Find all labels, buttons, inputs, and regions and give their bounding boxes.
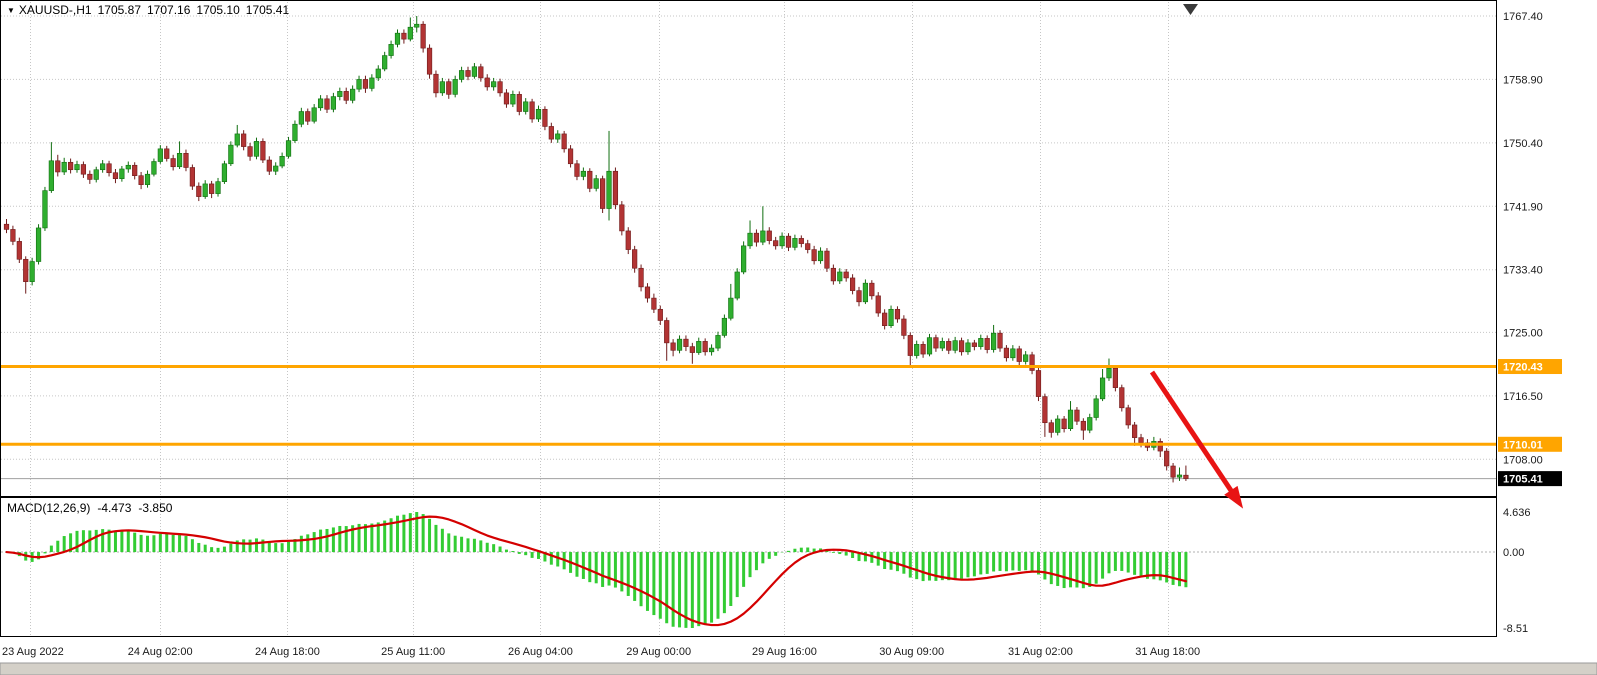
trend-arrow[interactable] [1149, 370, 1244, 509]
candles-layer[interactable] [3, 16, 1189, 483]
macd-main-value: -4.473 [97, 501, 132, 515]
price-pane[interactable] [0, 0, 1497, 497]
horizontal-lines[interactable]: 1720.43 1710.01 [1, 359, 1562, 452]
macd-axis-label: -8.51 [1503, 623, 1528, 635]
time-axis-label: 24 Aug 02:00 [128, 646, 193, 658]
time-axis-labels: 23 Aug 2022 24 Aug 02:00 24 Aug 18:00 25 Au… [2, 646, 1200, 658]
time-axis-label: 23 Aug 2022 [2, 646, 64, 658]
time-axis-label: 29 Aug 16:00 [752, 646, 817, 658]
price-axis-label: 1725.00 [1503, 327, 1543, 339]
macd-indicator-label: MACD(12,26,9) [7, 501, 91, 515]
macd-readout: MACD(12,26,9) -4.473 -3.850 [7, 501, 179, 515]
macd-signal-line [5, 515, 1188, 627]
time-axis-label: 31 Aug 02:00 [1008, 646, 1073, 658]
price-axis-labels: 1767.40 1758.90 1750.40 1741.90 1733.40 1725.… [1503, 11, 1543, 466]
high-value: 1707.16 [147, 3, 191, 17]
price-axis-label: 1750.40 [1503, 138, 1543, 150]
price-axis-label: 1758.90 [1503, 74, 1543, 86]
macd-pane[interactable] [0, 497, 1497, 637]
price-line-tag [1498, 359, 1562, 375]
ohlc-readout: ▼ XAUUSD-,H1 1705.87 1707.16 1705.10 1705.41 [7, 3, 295, 17]
price-axis-label: 1733.40 [1503, 265, 1543, 277]
price-axis-label: 1767.40 [1503, 11, 1543, 23]
price-line-tag [1498, 436, 1562, 452]
price-axis-label: 1716.50 [1503, 391, 1543, 403]
window-bottom-strip [0, 662, 1597, 675]
chart-shift-marker[interactable] [1183, 4, 1198, 15]
price-axis-label: 1708.00 [1503, 454, 1543, 466]
time-axis-label: 29 Aug 00:00 [626, 646, 691, 658]
macd-axis-labels: 4.636 0.00 -8.51 [1503, 507, 1531, 635]
symbol-dropdown-icon[interactable]: ▼ [7, 6, 15, 15]
price-axis-strip[interactable] [1497, 0, 1597, 663]
macd-axis-label: 0.00 [1503, 547, 1524, 559]
price-axis-label: 1741.90 [1503, 201, 1543, 213]
time-axis-label: 30 Aug 09:00 [879, 646, 944, 658]
macd-axis-label: 4.636 [1503, 507, 1531, 519]
low-value: 1705.10 [196, 3, 240, 17]
current-price-tag: 1705.41 [1498, 471, 1562, 487]
svg-text:1705.41: 1705.41 [1503, 474, 1543, 486]
open-value: 1705.87 [97, 3, 141, 17]
macd-signal-value: -3.850 [138, 501, 173, 515]
time-axis-label: 25 Aug 11:00 [381, 646, 445, 658]
time-axis-label: 24 Aug 18:00 [255, 646, 320, 658]
time-axis-label: 26 Aug 04:00 [508, 646, 573, 658]
close-value: 1705.41 [245, 3, 290, 17]
time-axis-strip[interactable] [0, 637, 1597, 663]
price-line-tag-label: 1710.01 [1503, 439, 1543, 451]
symbol-period-label: XAUUSD-,H1 [18, 3, 92, 17]
price-line-tag-label: 1720.43 [1503, 362, 1543, 374]
time-axis-label: 31 Aug 18:00 [1135, 646, 1200, 658]
